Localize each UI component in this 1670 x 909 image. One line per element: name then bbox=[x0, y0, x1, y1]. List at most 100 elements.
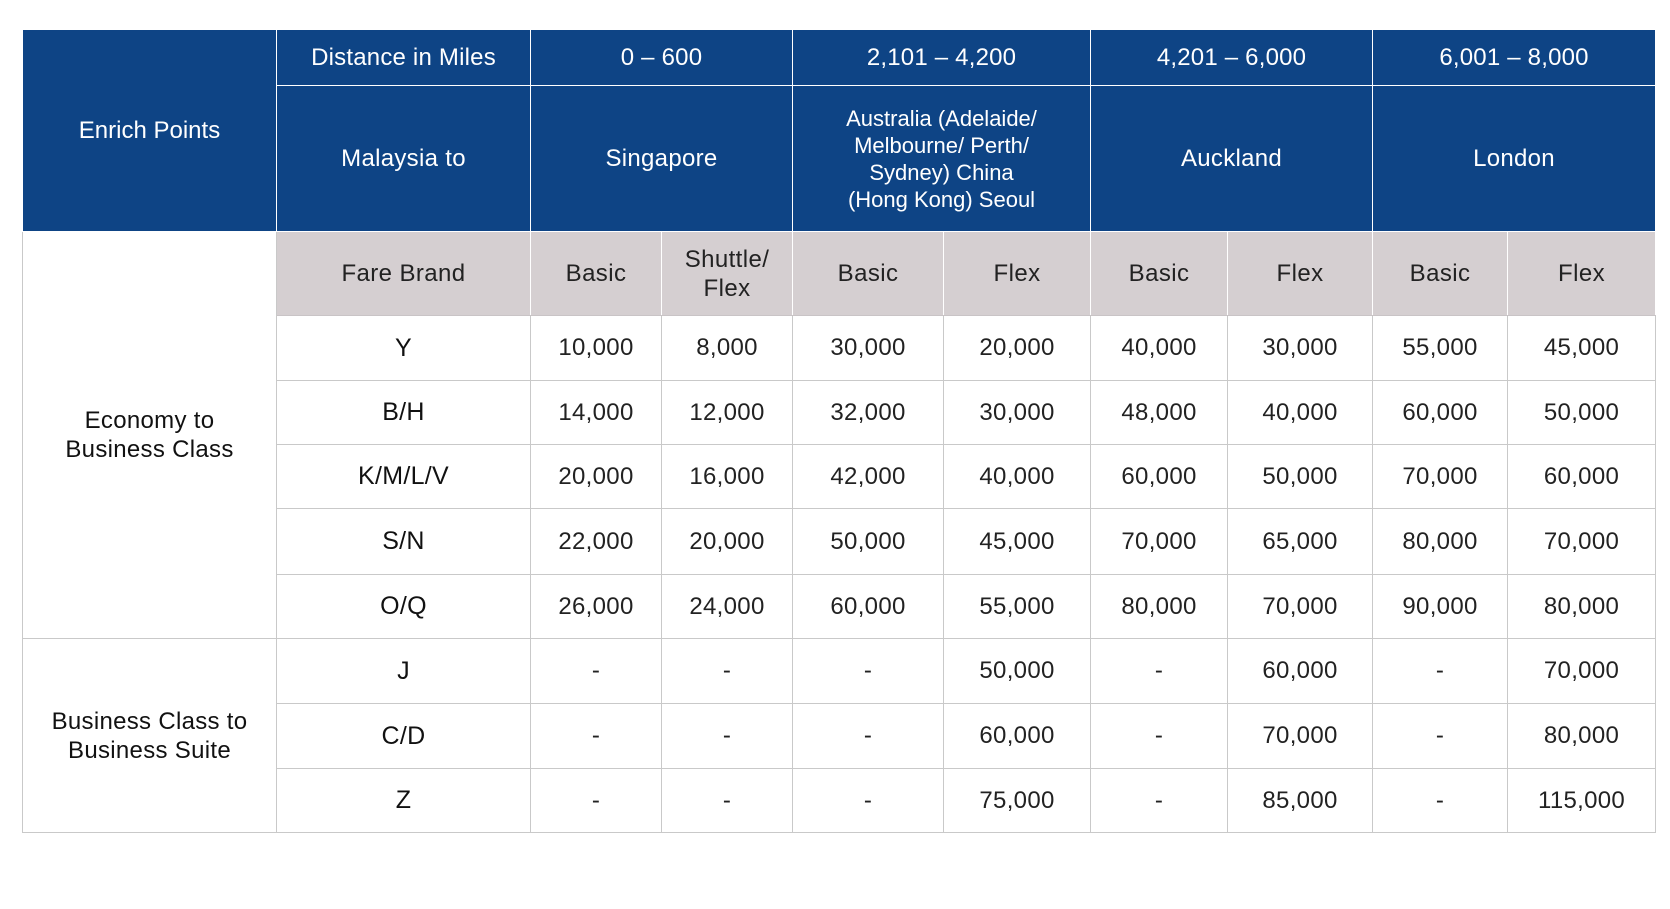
points-cell: 70,000 bbox=[1227, 574, 1374, 639]
points-cell: 30,000 bbox=[943, 380, 1092, 445]
booking-class-code: B/H bbox=[276, 380, 531, 445]
points-cell: 26,000 bbox=[530, 574, 662, 639]
fare-brand-line: Flex bbox=[703, 274, 751, 302]
section-label-line: Economy to bbox=[84, 407, 215, 434]
points-cell: - bbox=[792, 768, 945, 833]
points-cell: - bbox=[1090, 768, 1229, 833]
points-cell: 8,000 bbox=[660, 315, 794, 381]
points-cell: 55,000 bbox=[1372, 315, 1509, 381]
section-label-line: Business Suite bbox=[68, 736, 231, 764]
booking-class-code: S/N bbox=[276, 508, 531, 575]
destination-london: London bbox=[1372, 85, 1657, 232]
points-cell: - bbox=[660, 638, 794, 704]
points-cell: 20,000 bbox=[530, 444, 662, 509]
booking-class-code: J bbox=[276, 638, 531, 704]
points-cell: 20,000 bbox=[943, 315, 1092, 381]
points-cell: 80,000 bbox=[1507, 703, 1657, 769]
origin-label-text: Malaysia to bbox=[341, 144, 466, 172]
destination-australia-china-seoul: Australia (Adelaide/ Melbourne/ Perth/ S… bbox=[792, 85, 1092, 232]
booking-class-code: K/M/L/V bbox=[276, 444, 531, 509]
upgrade-award-chart: Enrich Points Distance in Miles 0 – 600 … bbox=[22, 29, 1657, 833]
fare-brand-basic: Basic bbox=[1090, 231, 1229, 316]
section-economy-to-business: Economy to Business Class bbox=[22, 231, 277, 639]
points-cell: 55,000 bbox=[943, 574, 1092, 639]
table-row: Z - - - 75,000 - 85,000 - 115,000 bbox=[23, 768, 1657, 833]
destination-line: Sydney) China bbox=[869, 159, 1014, 185]
fare-brand-line: Shuttle/ bbox=[684, 245, 770, 273]
zone-distance: 2,101 – 4,200 bbox=[792, 29, 1092, 86]
table-row: Y 10,000 8,000 30,000 20,000 40,000 30,0… bbox=[23, 315, 1657, 381]
points-cell: 30,000 bbox=[792, 315, 945, 381]
section-label-line: Business Class bbox=[65, 436, 234, 463]
section-business-to-suite: Business Class to Business Suite bbox=[22, 638, 277, 833]
points-cell: 70,000 bbox=[1090, 508, 1229, 575]
destination-auckland: Auckland bbox=[1090, 85, 1374, 232]
zone-distance: 0 – 600 bbox=[529, 29, 794, 86]
enrich-points-header: Enrich Points bbox=[22, 29, 277, 232]
points-cell: 50,000 bbox=[1227, 444, 1374, 509]
destination-header-row: Malaysia to Singapore Australia (Adelaid… bbox=[23, 85, 1657, 232]
origin-label: Malaysia to bbox=[276, 85, 531, 232]
points-cell: 40,000 bbox=[943, 444, 1092, 509]
points-cell: 45,000 bbox=[1507, 315, 1657, 381]
table-row: Business Class to Business Suite J - - -… bbox=[22, 638, 1657, 833]
points-cell: - bbox=[1372, 703, 1509, 769]
fare-brand-row: Economy to Business Class Fare Brand Bas… bbox=[22, 231, 1657, 639]
destination-singapore: Singapore bbox=[529, 85, 794, 232]
points-cell: 70,000 bbox=[1507, 508, 1657, 575]
points-cell: 60,000 bbox=[792, 574, 945, 639]
fare-brand-shuttle-flex: Shuttle/ Flex bbox=[660, 231, 794, 316]
points-cell: 65,000 bbox=[1227, 508, 1374, 575]
destination-line: Australia (Adelaide/ bbox=[846, 105, 1037, 131]
fare-brand-flex: Flex bbox=[1507, 231, 1657, 316]
table-row: S/N 22,000 20,000 50,000 45,000 70,000 6… bbox=[23, 508, 1657, 575]
points-cell: - bbox=[660, 703, 794, 769]
points-cell: 50,000 bbox=[943, 638, 1092, 704]
points-cell: 70,000 bbox=[1507, 638, 1657, 704]
points-cell: 80,000 bbox=[1372, 508, 1509, 575]
points-cell: 80,000 bbox=[1507, 574, 1657, 639]
points-cell: 50,000 bbox=[792, 508, 945, 575]
distance-label: Distance in Miles bbox=[276, 29, 531, 86]
fare-brand-flex: Flex bbox=[943, 231, 1092, 316]
booking-class-code: C/D bbox=[276, 703, 531, 769]
destination-line: Melbourne/ Perth/ bbox=[854, 132, 1029, 158]
points-cell: 42,000 bbox=[792, 444, 945, 509]
booking-class-code: Y bbox=[276, 315, 531, 381]
distance-header-row: Enrich Points Distance in Miles 0 – 600 … bbox=[22, 29, 1657, 232]
points-cell: 60,000 bbox=[943, 703, 1092, 769]
points-cell: 60,000 bbox=[1090, 444, 1229, 509]
points-cell: 20,000 bbox=[660, 508, 794, 575]
points-cell: 40,000 bbox=[1227, 380, 1374, 445]
points-cell: 70,000 bbox=[1227, 703, 1374, 769]
fare-brand-basic: Basic bbox=[792, 231, 945, 316]
points-cell: - bbox=[1372, 638, 1509, 704]
points-cell: - bbox=[530, 638, 662, 704]
points-cell: - bbox=[530, 703, 662, 769]
points-cell: 85,000 bbox=[1227, 768, 1374, 833]
fare-brand-basic: Basic bbox=[530, 231, 662, 316]
fare-brand-label: Fare Brand bbox=[276, 231, 531, 316]
fare-brand-basic: Basic bbox=[1372, 231, 1509, 316]
section-label-line: Business Class to bbox=[51, 707, 248, 735]
points-cell: 50,000 bbox=[1507, 380, 1657, 445]
upgrade-points-table: Enrich Points Distance in Miles 0 – 600 … bbox=[22, 29, 1657, 833]
points-cell: 30,000 bbox=[1227, 315, 1374, 381]
points-cell: 32,000 bbox=[792, 380, 945, 445]
table-row: O/Q 26,000 24,000 60,000 55,000 80,000 7… bbox=[23, 574, 1657, 639]
points-cell: 45,000 bbox=[943, 508, 1092, 575]
points-cell: - bbox=[792, 638, 945, 704]
points-cell: 22,000 bbox=[530, 508, 662, 575]
points-cell: 40,000 bbox=[1090, 315, 1229, 381]
points-cell: - bbox=[1090, 703, 1229, 769]
points-cell: - bbox=[530, 768, 662, 833]
zone-distance: 6,001 – 8,000 bbox=[1372, 29, 1657, 86]
points-cell: 16,000 bbox=[660, 444, 794, 509]
points-cell: 14,000 bbox=[530, 380, 662, 445]
zone-distance: 4,201 – 6,000 bbox=[1090, 29, 1374, 86]
points-cell: - bbox=[660, 768, 794, 833]
table-row: K/M/L/V 20,000 16,000 42,000 40,000 60,0… bbox=[23, 444, 1657, 509]
points-cell: 115,000 bbox=[1507, 768, 1657, 833]
points-cell: 60,000 bbox=[1227, 638, 1374, 704]
points-cell: 75,000 bbox=[943, 768, 1092, 833]
